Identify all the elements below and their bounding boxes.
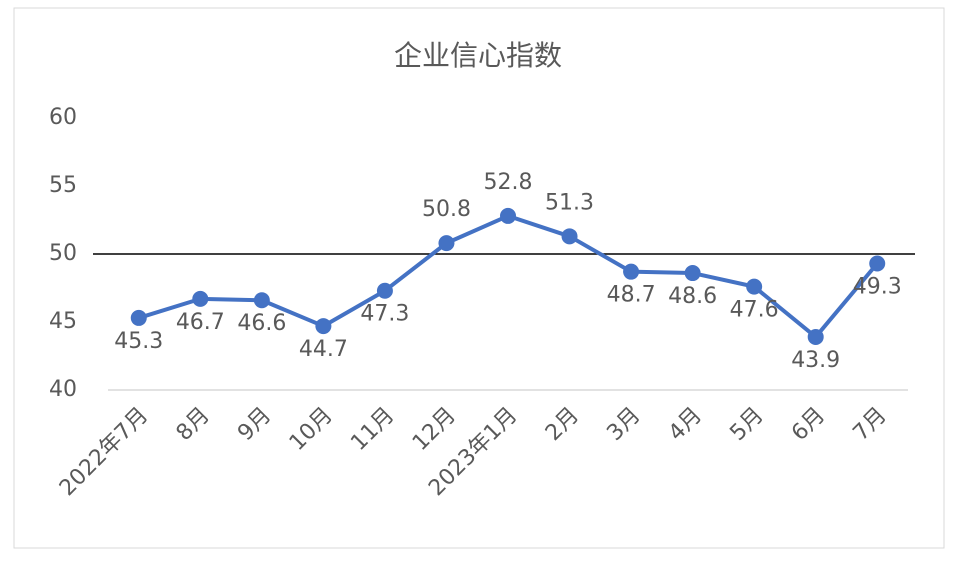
data-label: 47.3 xyxy=(360,302,409,327)
data-label: 52.8 xyxy=(484,170,533,195)
data-point xyxy=(746,278,763,295)
data-label: 47.6 xyxy=(730,298,779,323)
data-label: 49.3 xyxy=(853,275,902,300)
chart-frame xyxy=(13,7,945,549)
y-tick-label: 60 xyxy=(49,105,77,130)
y-tick-label: 45 xyxy=(49,309,77,334)
data-label: 46.6 xyxy=(237,311,286,336)
data-point xyxy=(130,309,147,326)
data-point xyxy=(253,292,270,309)
data-point xyxy=(376,282,393,299)
data-point xyxy=(807,328,824,345)
data-point xyxy=(684,265,701,282)
data-label: 50.8 xyxy=(422,197,471,222)
data-label: 45.3 xyxy=(114,329,163,354)
data-point xyxy=(500,207,516,224)
data-point xyxy=(869,255,886,272)
data-point xyxy=(561,228,578,245)
data-label: 51.3 xyxy=(545,190,594,215)
data-point xyxy=(315,318,332,335)
data-label: 43.9 xyxy=(791,348,840,373)
chart-title: 企业信心指数 xyxy=(394,39,562,72)
data-label: 46.7 xyxy=(176,310,225,335)
y-tick-label: 50 xyxy=(49,241,77,266)
data-label: 48.7 xyxy=(607,283,656,308)
data-point xyxy=(438,235,455,252)
data-label: 48.6 xyxy=(668,284,717,309)
data-point xyxy=(192,290,209,307)
data-point xyxy=(623,263,640,280)
y-tick-label: 55 xyxy=(49,173,77,198)
data-label: 44.7 xyxy=(299,337,348,362)
y-tick-label: 40 xyxy=(49,377,77,402)
